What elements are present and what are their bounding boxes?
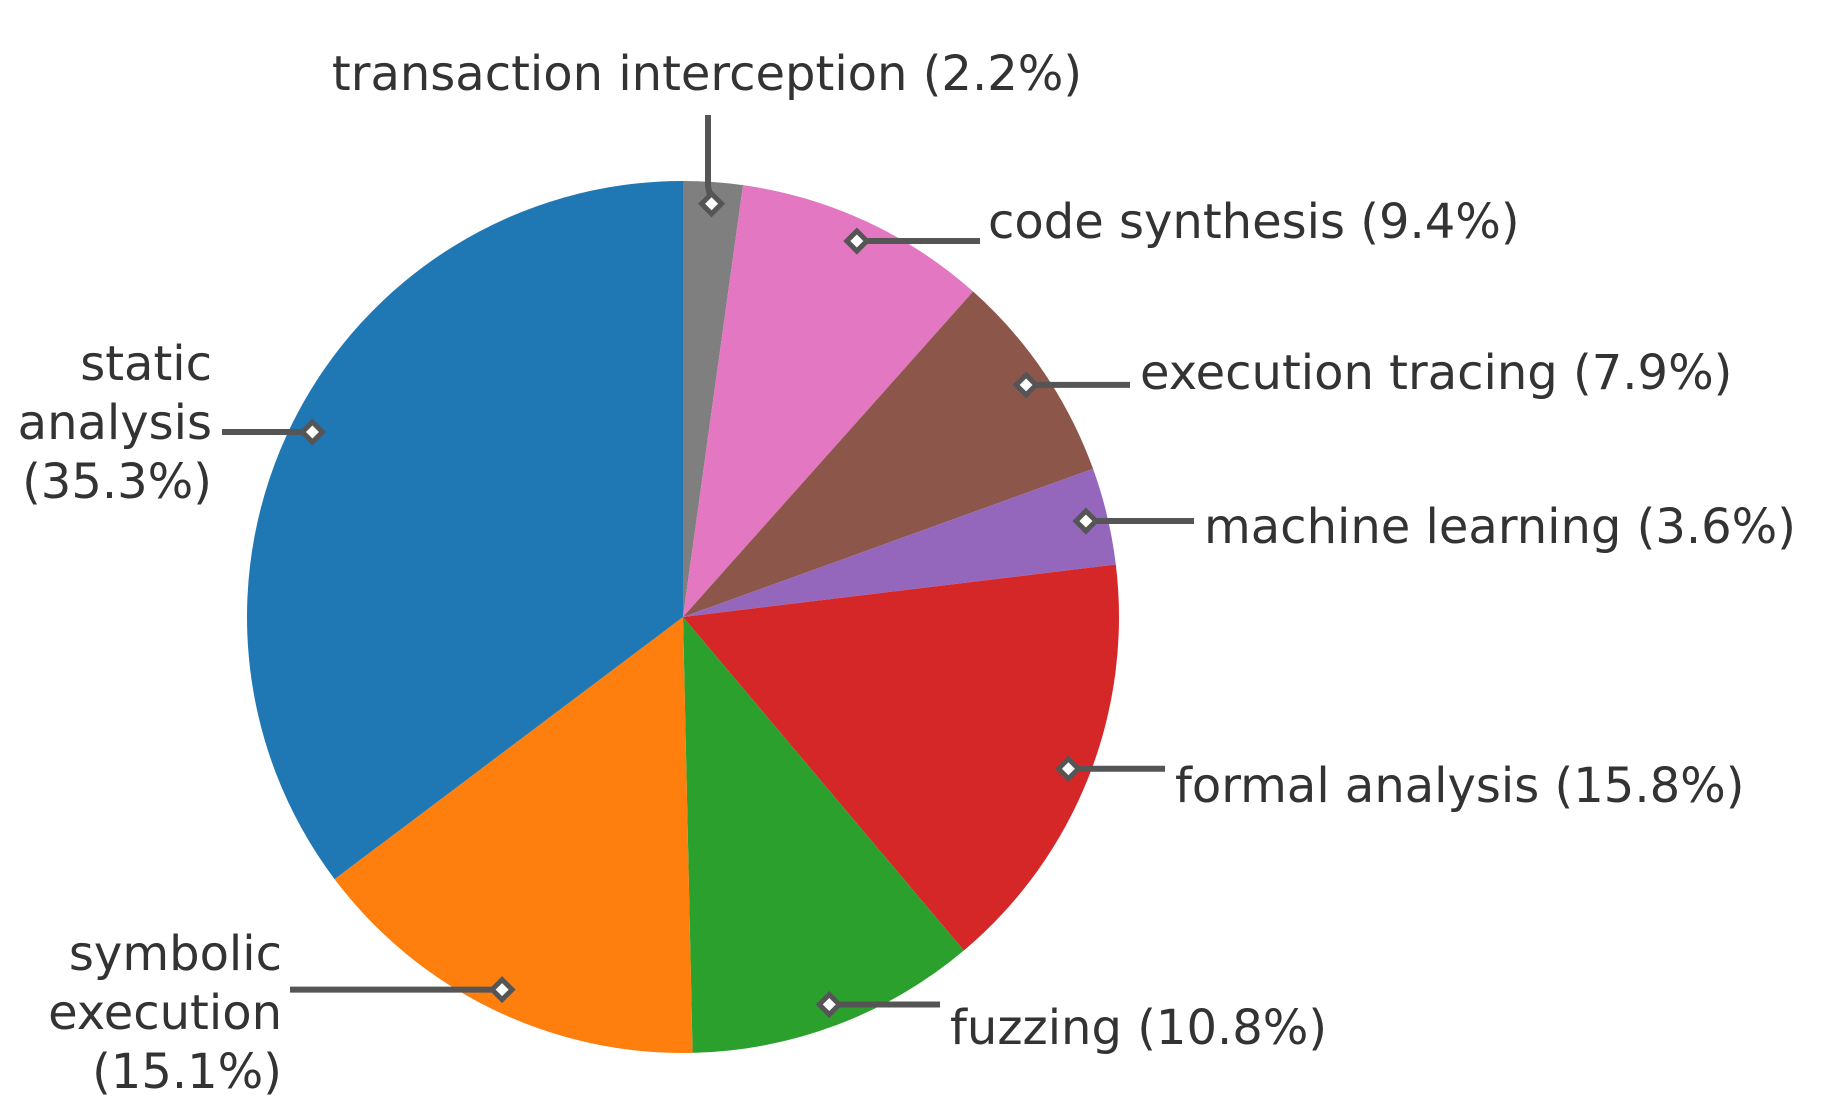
slice-label-line: fuzzing (10.8%)	[950, 1000, 1327, 1056]
leader-marker	[1054, 755, 1082, 783]
slice-label-line: analysis	[18, 395, 212, 451]
pie-leader-lines	[222, 115, 1194, 1019]
slice-label-line: execution	[48, 985, 282, 1041]
leader-marker	[698, 190, 726, 218]
slice-label-line: code synthesis (9.4%)	[988, 194, 1520, 250]
leader-line	[705, 115, 715, 205]
slice-label: symbolic execution (15.1%)	[48, 926, 282, 1100]
slice-label-line: machine learning (3.6%)	[1204, 499, 1796, 555]
slice-label-line: (35.3%)	[22, 454, 212, 510]
pie-slice	[683, 617, 964, 1053]
pie-slices	[246, 181, 1119, 1053]
leader-marker	[1012, 371, 1040, 399]
slice-label-line: formal analysis (15.8%)	[1175, 758, 1744, 814]
slice-label-line: symbolic	[69, 926, 282, 982]
pie-slice	[683, 564, 1119, 951]
pie-slice	[683, 185, 974, 617]
slice-label-line: (15.1%)	[92, 1044, 282, 1100]
slice-label-line: transaction interception (2.2%)	[332, 46, 1082, 102]
leader-marker	[298, 418, 326, 446]
pie-labels: transaction interception (2.2%) code synt…	[18, 46, 1796, 1100]
leader-marker	[488, 976, 516, 1004]
leader-marker	[843, 227, 871, 255]
slice-label: formal analysis (15.8%)	[1175, 758, 1744, 814]
slice-label: transaction interception (2.2%)	[332, 46, 1082, 102]
slice-label: execution tracing (7.9%)	[1140, 345, 1732, 401]
pie-slice	[683, 468, 1116, 617]
pie-slice	[246, 181, 683, 880]
slice-label: machine learning (3.6%)	[1204, 499, 1796, 555]
slice-label: fuzzing (10.8%)	[950, 1000, 1327, 1056]
slice-label-line: static	[80, 336, 212, 392]
leader-marker	[1072, 507, 1100, 535]
pie-slice	[334, 617, 693, 1053]
slice-label: code synthesis (9.4%)	[988, 194, 1520, 250]
slice-label: static analysis (35.3%)	[18, 336, 212, 510]
pie-slice	[683, 181, 744, 617]
slice-label-line: execution tracing (7.9%)	[1140, 345, 1732, 401]
leader-marker	[815, 990, 843, 1019]
pie-slice	[683, 291, 1094, 617]
